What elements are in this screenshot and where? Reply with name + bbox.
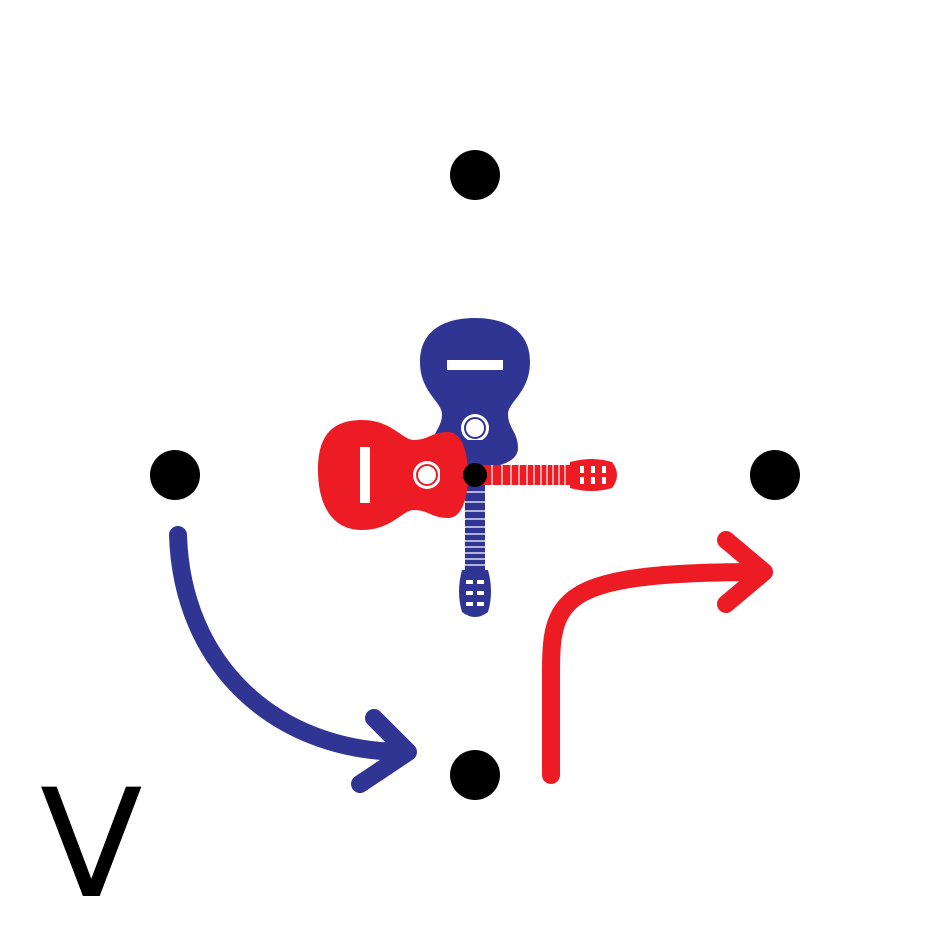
blue-arrow-shaft	[169, 526, 409, 761]
dot-top	[450, 150, 500, 200]
red-guitar-tuning-pegs	[580, 466, 606, 484]
red-arrow-head	[717, 531, 773, 613]
red-guitar-frets	[491, 465, 566, 485]
red-guitar-neck	[440, 465, 572, 485]
blue-guitar	[420, 318, 530, 617]
red-guitar-body	[318, 420, 468, 530]
dot-right	[750, 450, 800, 500]
blue-guitar-tuning-pegs	[466, 580, 484, 606]
red-guitar	[318, 420, 617, 530]
dot-bottom	[450, 750, 500, 800]
red-guitar-soundhole-center	[418, 466, 436, 484]
red-bent-arrow	[542, 531, 773, 784]
dot-center	[463, 463, 487, 487]
diagram-label: V	[40, 758, 143, 932]
blue-guitar-headstock	[459, 570, 491, 617]
blue-guitar-neck	[465, 440, 485, 572]
red-arrow-shaft	[542, 563, 771, 784]
blue-guitar-body	[420, 318, 530, 468]
blue-arrow-head	[351, 709, 417, 793]
dot-left	[150, 450, 200, 500]
red-guitar-headstock	[570, 459, 617, 491]
blue-guitar-soundhole-center	[466, 419, 484, 437]
blue-curved-arrow	[169, 526, 417, 793]
blue-guitar-frets	[465, 491, 485, 566]
blue-guitar-bridge	[447, 360, 503, 370]
red-guitar-bridge	[360, 447, 370, 503]
